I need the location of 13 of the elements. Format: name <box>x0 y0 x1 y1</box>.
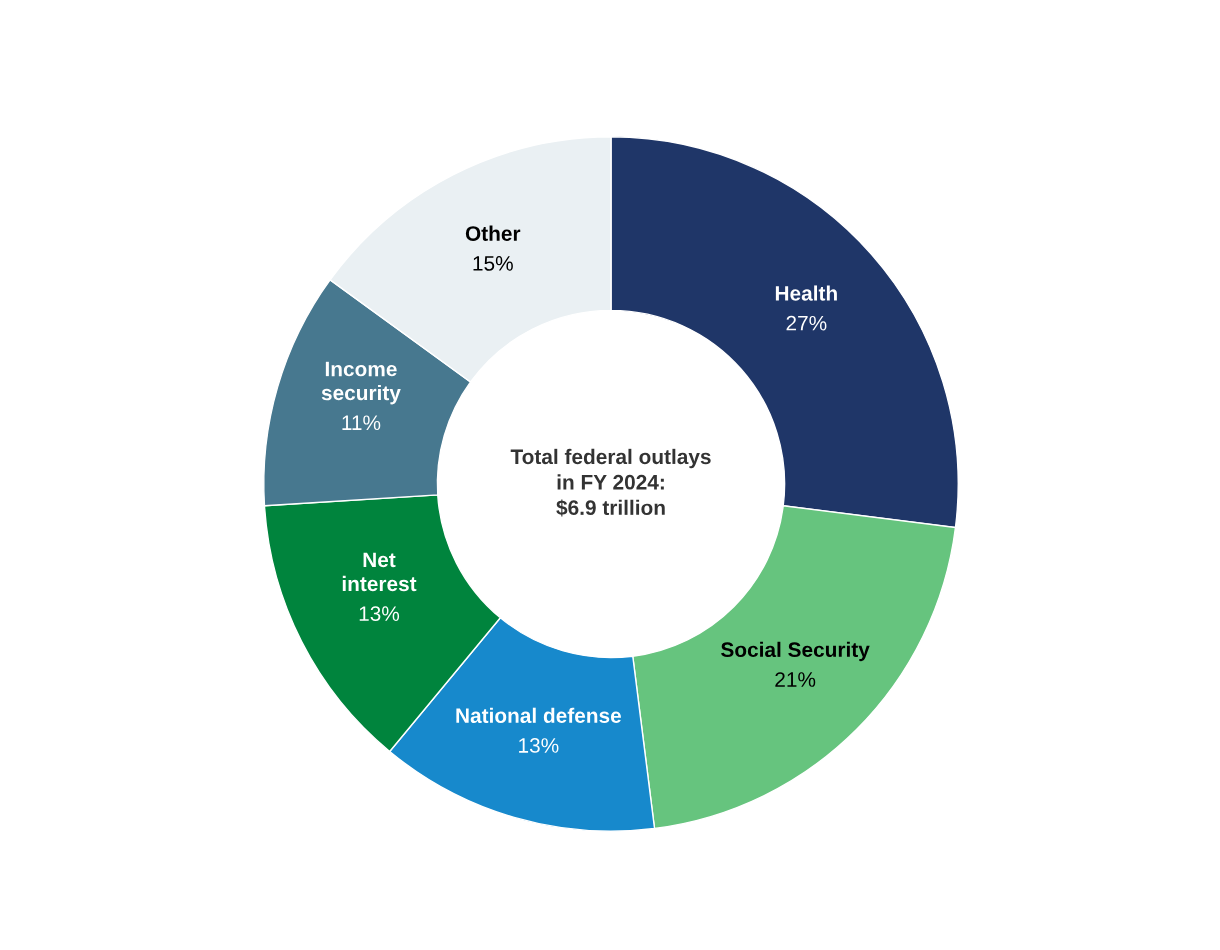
data-label: 13% <box>359 606 400 621</box>
data-label: 27% <box>786 315 827 331</box>
data-label: 13% <box>519 738 559 753</box>
data-label: 11% <box>342 415 381 431</box>
slice-label: National defense <box>456 707 621 723</box>
data-label: 21% <box>775 672 816 687</box>
slice-label: Social Security <box>721 641 870 662</box>
slice-label: Income security <box>321 361 401 405</box>
slice-label: Other <box>465 225 521 241</box>
slice-label: Net interest <box>342 552 417 592</box>
data-label: 15% <box>473 256 513 271</box>
text: Total federal outlays in FY 2024: $6.9 trillion <box>510 448 711 517</box>
slice-label: Health <box>775 285 837 301</box>
